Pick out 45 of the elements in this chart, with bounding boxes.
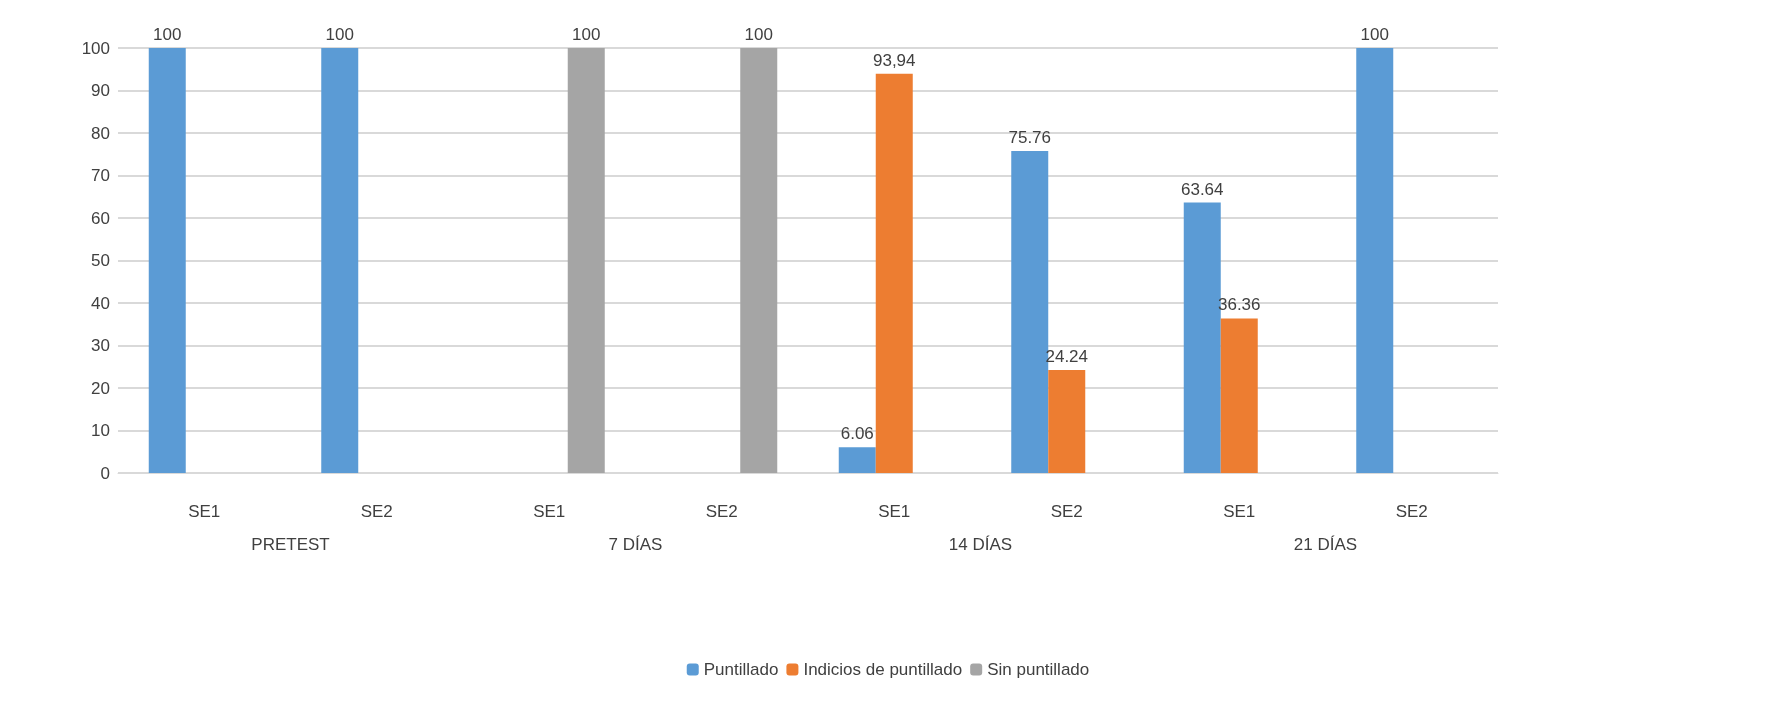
legend-label: Indicios de puntillado bbox=[803, 660, 963, 679]
x-tick-label: SE1 bbox=[878, 502, 911, 521]
y-tick-label: 20 bbox=[91, 378, 110, 398]
text: 14 DÍAS bbox=[948, 535, 1013, 554]
x-tick-label: SE2 bbox=[1050, 502, 1083, 521]
data-label: 75.76 bbox=[1008, 128, 1052, 148]
y-tick-label: 0 bbox=[100, 463, 110, 483]
data-label: 63.64 bbox=[1180, 179, 1224, 199]
text: 7 DÍAS bbox=[608, 535, 663, 554]
x-tick-label: SE2 bbox=[1395, 502, 1428, 521]
data-label: 100 bbox=[1360, 25, 1389, 44]
y-tick-label: 100 bbox=[81, 38, 110, 58]
x-tick-label: SE1 bbox=[533, 502, 566, 521]
data-label: 100 bbox=[153, 25, 182, 44]
x-tick-label: SE2 bbox=[360, 502, 393, 521]
text: 21 DÍAS bbox=[1293, 535, 1358, 554]
y-tick-label: 50 bbox=[91, 251, 110, 270]
bar bbox=[740, 48, 778, 473]
data-label: 100 bbox=[325, 25, 354, 44]
bar bbox=[567, 48, 605, 473]
text: PRETEST bbox=[251, 535, 330, 554]
data-label: 93,94 bbox=[872, 50, 916, 70]
y-tick-label: 90 bbox=[91, 81, 110, 100]
y-tick-label: 10 bbox=[91, 421, 110, 440]
legend-label: Sin puntillado bbox=[987, 660, 1090, 679]
y-tick-label: 40 bbox=[91, 293, 110, 313]
bar bbox=[875, 73, 913, 473]
data-label: 100 bbox=[744, 25, 773, 44]
bar bbox=[1048, 369, 1086, 473]
data-label: 6.06 bbox=[840, 424, 874, 444]
legend-label: Puntillado bbox=[703, 660, 779, 679]
bar bbox=[148, 48, 186, 473]
x-tick-label: SE1 bbox=[188, 502, 221, 521]
y-tick-label: 30 bbox=[91, 336, 110, 355]
y-tick-label: 80 bbox=[91, 123, 110, 143]
x-tick-label: SE2 bbox=[705, 502, 738, 521]
y-tick-label: 70 bbox=[91, 166, 110, 185]
x-tick-label: SE1 bbox=[1223, 502, 1256, 521]
y-tick-label: 60 bbox=[91, 208, 110, 228]
bar bbox=[1183, 202, 1221, 473]
bar bbox=[1220, 318, 1258, 473]
bar bbox=[321, 48, 359, 473]
data-label: 100 bbox=[572, 25, 601, 44]
bar bbox=[838, 447, 876, 473]
bar bbox=[1356, 48, 1394, 473]
